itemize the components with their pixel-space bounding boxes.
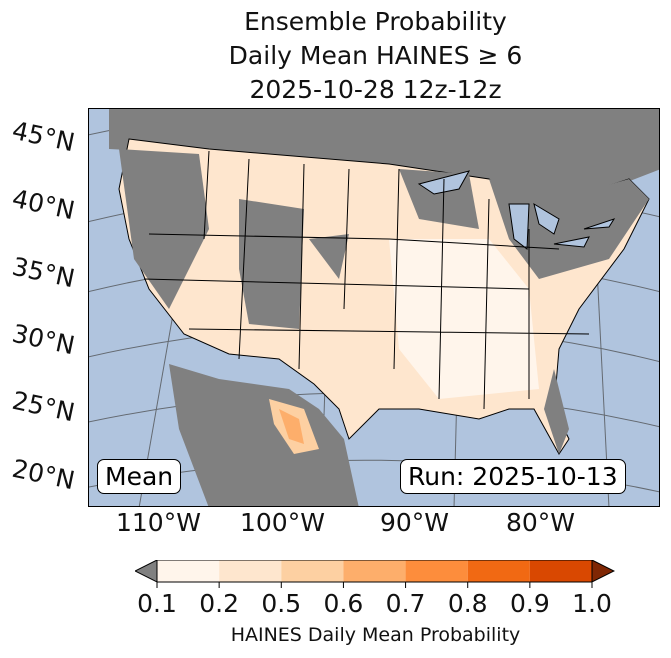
great-lakes <box>417 170 616 250</box>
map-canvas <box>89 109 659 506</box>
lat-label-40: 40°N <box>9 183 78 226</box>
lon-label-100: 100°W <box>240 508 325 537</box>
lat-label-30: 30°N <box>9 318 78 361</box>
lat-label-25: 25°N <box>9 385 78 428</box>
colorbar-segment <box>219 560 282 582</box>
colorbar-segment <box>343 560 406 582</box>
lat-label-35: 35°N <box>9 251 78 294</box>
lat-label-20: 20°N <box>9 453 78 496</box>
land-canada <box>109 109 659 239</box>
colorbar-tick-label: 0.9 <box>509 589 550 618</box>
colorbar-under-arrow <box>135 560 158 583</box>
lat-label-45: 45°N <box>9 115 78 158</box>
title-line-3: 2025-10-28 12z-12z <box>249 75 502 104</box>
lon-label-90: 90°W <box>380 508 450 537</box>
colorbar-segment <box>157 560 220 582</box>
colorbar-tick-label: 0.2 <box>199 589 240 618</box>
lon-label-110: 110°W <box>116 508 201 537</box>
colorbar-segment <box>281 560 344 582</box>
colorbar-over-arrow <box>591 560 615 583</box>
probability-map <box>88 108 660 507</box>
title-line-1: Ensemble Probability <box>244 7 507 36</box>
colorbar <box>135 560 615 588</box>
orange-hotspot <box>269 399 319 454</box>
colorbar-tick-label: 0.6 <box>323 589 364 618</box>
land-mexico <box>169 364 359 506</box>
colorbar-segment <box>529 560 592 582</box>
light-region <box>389 239 539 399</box>
colorbar-tick-label: 0.1 <box>137 589 177 618</box>
colorbar-label: HAINES Daily Mean Probability <box>230 624 521 646</box>
stat-label-box: Mean <box>97 459 182 494</box>
lon-label-80: 80°W <box>506 508 576 537</box>
colorbar-outline <box>156 560 593 583</box>
colorbar-tick-label: 0.8 <box>447 589 488 618</box>
title-line-2: Daily Mean HAINES ≥ 6 <box>228 41 523 70</box>
run-label-box: Run: 2025-10-13 <box>400 459 626 494</box>
colorbar-segment <box>467 560 530 582</box>
state-borders <box>143 150 590 410</box>
colorbar-tick-label: 0.5 <box>261 589 302 618</box>
colorbar-segment <box>405 560 468 582</box>
colorbar-tick-label: 0.7 <box>385 589 426 618</box>
colorbar-tick-label: 1.0 <box>572 589 612 618</box>
